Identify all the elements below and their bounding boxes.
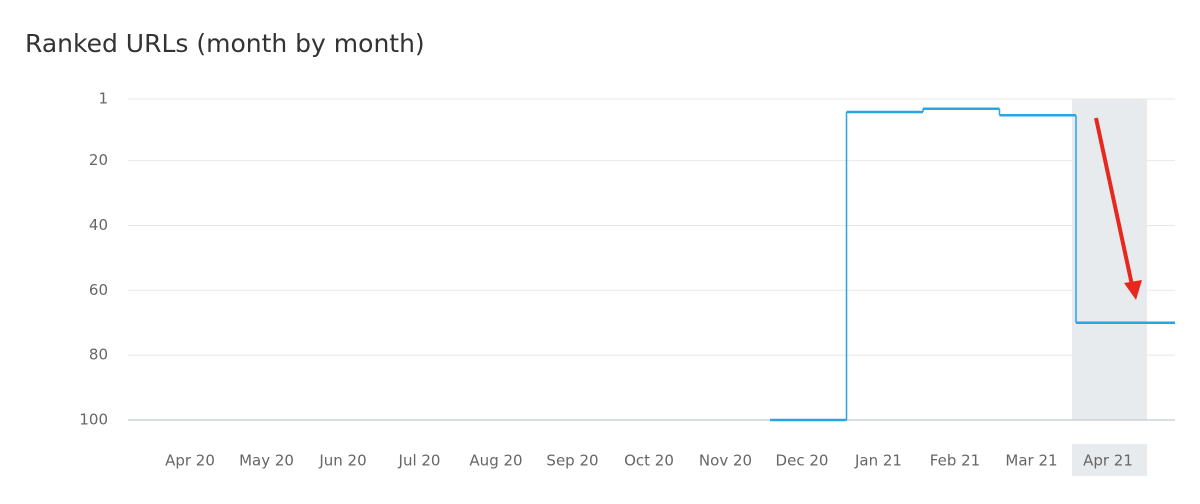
x-tick-label: Mar 21 bbox=[1005, 452, 1057, 470]
arrow-head bbox=[1124, 280, 1142, 300]
y-tick-label: 100 bbox=[79, 411, 108, 429]
x-tick-label: May 20 bbox=[239, 452, 294, 470]
x-tick-label: Feb 21 bbox=[930, 452, 980, 470]
chart-title: Ranked URLs (month by month) bbox=[25, 29, 425, 58]
x-tick-label: Jun 20 bbox=[318, 452, 366, 470]
x-tick-label: Jul 20 bbox=[398, 452, 441, 470]
y-tick-label: 40 bbox=[89, 216, 108, 234]
y-tick-label: 60 bbox=[89, 281, 108, 299]
x-tick-label: Nov 20 bbox=[699, 452, 752, 470]
y-tick-label: 1 bbox=[98, 90, 108, 108]
x-tick-label: Oct 20 bbox=[624, 452, 674, 470]
arrow-shaft bbox=[1094, 117, 1134, 286]
x-tick-label: Sep 20 bbox=[546, 452, 598, 470]
y-tick-label: 20 bbox=[89, 151, 108, 169]
y-tick-label: 80 bbox=[89, 346, 108, 364]
x-tick-label: Apr 21 bbox=[1083, 452, 1133, 470]
x-tick-label: Apr 20 bbox=[165, 452, 215, 470]
x-tick-label: Dec 20 bbox=[776, 452, 829, 470]
x-tick-label: Aug 20 bbox=[469, 452, 522, 470]
highlight-label-bg bbox=[1072, 444, 1147, 476]
highlight-band bbox=[1072, 99, 1147, 420]
x-tick-label: Jan 21 bbox=[854, 452, 902, 470]
